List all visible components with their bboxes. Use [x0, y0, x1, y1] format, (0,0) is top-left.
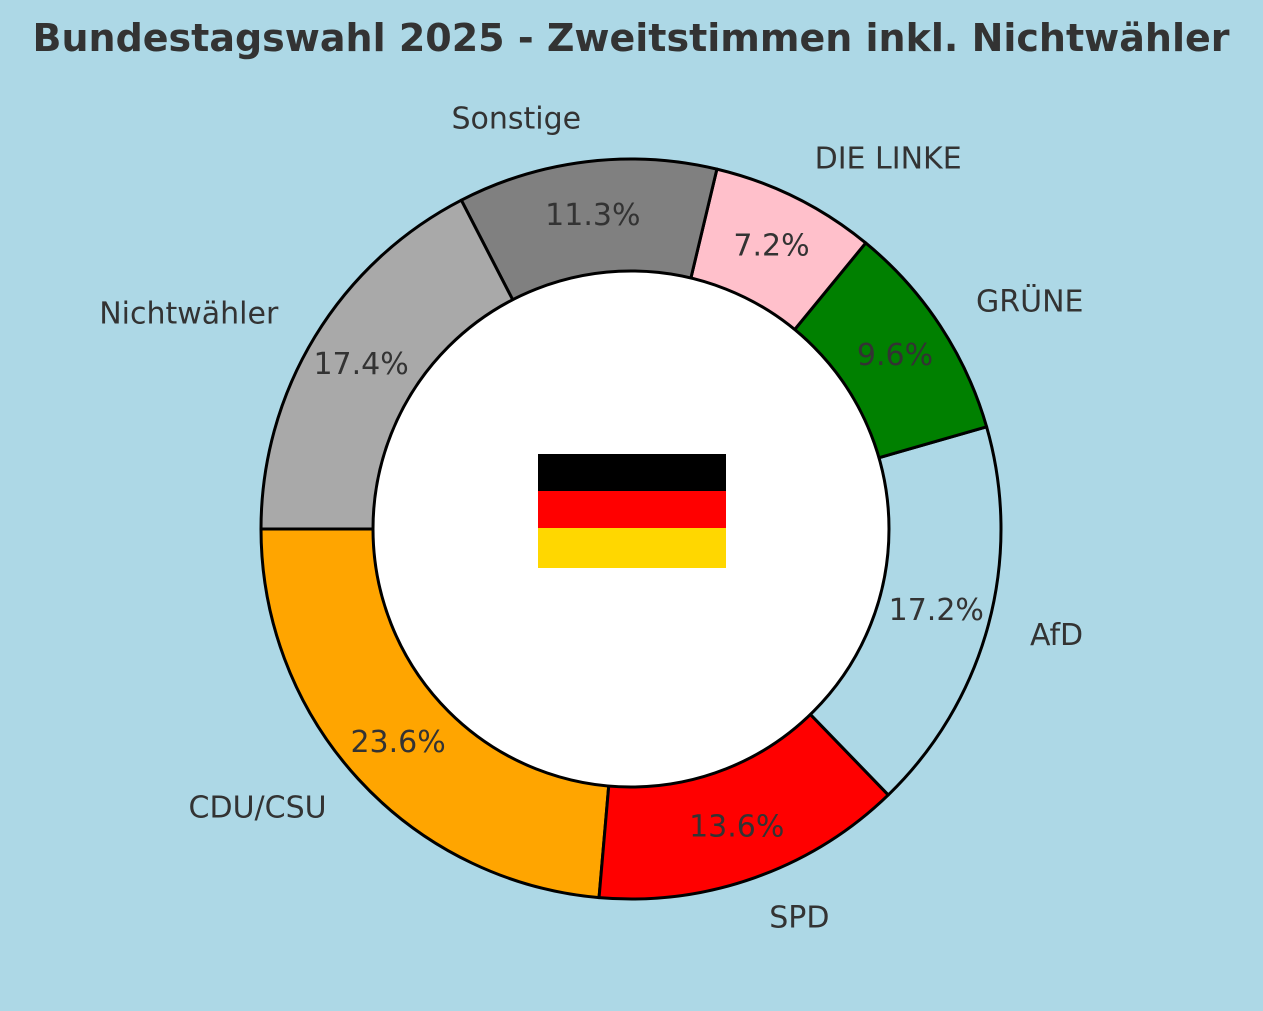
- chart-title: Bundestagswahl 2025 - Zweitstimmen inkl.…: [33, 16, 1230, 60]
- value-label-die-linke: 7.2%: [733, 228, 809, 263]
- value-label-afd: 17.2%: [889, 593, 984, 628]
- german-flag-icon: [538, 454, 726, 568]
- value-label-spd: 13.6%: [689, 809, 784, 844]
- value-label-cdu-csu: 23.6%: [350, 725, 445, 760]
- category-label-gruene: GRÜNE: [976, 284, 1083, 320]
- flag-stripe-bottom: [538, 528, 726, 568]
- category-label-spd: SPD: [769, 901, 829, 936]
- category-label-die-linke: DIE LINKE: [815, 142, 962, 177]
- value-label-sonstige: 11.3%: [545, 198, 640, 233]
- flag-stripe-top: [538, 454, 726, 492]
- value-label-gruene: 9.6%: [857, 338, 933, 373]
- label-group: 23.6% CDU/CSU 13.6% SPD 17.2% AfD 9.6% GRÜNE 7.2…: [99, 102, 1083, 936]
- flag-stripe-middle: [538, 491, 726, 529]
- category-label-cdu-csu: CDU/CSU: [189, 791, 327, 826]
- category-label-afd: AfD: [1030, 618, 1083, 653]
- category-label-nichtwaehler: Nichtwähler: [99, 297, 279, 332]
- value-label-nichtwaehler: 17.4%: [313, 347, 408, 382]
- category-label-sonstige: Sonstige: [451, 102, 581, 137]
